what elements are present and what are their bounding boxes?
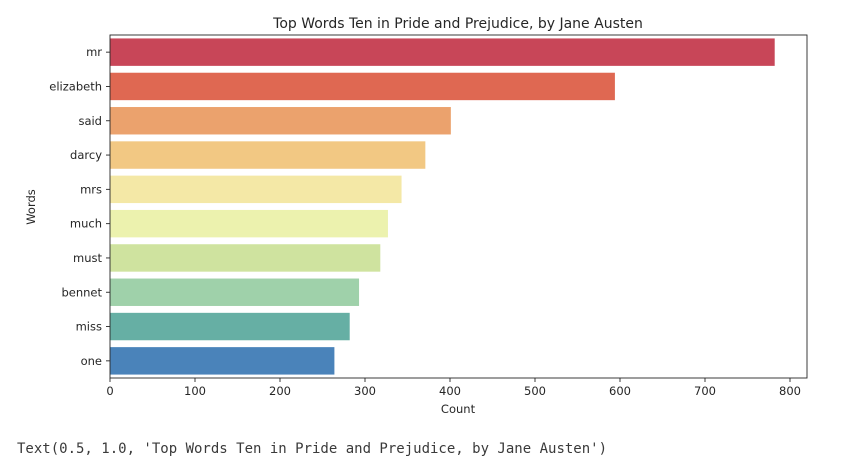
y-tick-label-much: much: [70, 217, 102, 231]
x-tick-label-400: 400: [439, 384, 461, 398]
y-tick-label-mrs: mrs: [80, 182, 102, 196]
y-tick-label-must: must: [73, 251, 102, 265]
y-tick-label-darcy: darcy: [70, 148, 102, 162]
y-tick-label-miss: miss: [76, 320, 102, 334]
x-axis-label: Count: [441, 402, 476, 416]
y-tick-label-elizabeth: elizabeth: [49, 79, 102, 93]
bar-bennet: [110, 278, 360, 306]
bar-darcy: [110, 141, 426, 169]
bar-much: [110, 209, 388, 238]
bar-elizabeth: [110, 72, 615, 101]
bar-miss: [110, 312, 350, 341]
plot-frame: [109, 34, 808, 379]
x-tick-label-0: 0: [106, 384, 113, 398]
x-tick-label-500: 500: [524, 384, 546, 398]
y-axis-label: Words: [24, 189, 38, 225]
x-tick-label-200: 200: [269, 384, 291, 398]
y-tick-label-said: said: [78, 114, 102, 128]
bar-said: [110, 107, 451, 135]
y-tick-label-bennet: bennet: [61, 285, 102, 299]
cell-output-text: Text(0.5, 1.0, 'Top Words Ten in Pride a…: [17, 441, 608, 457]
x-tick-label-800: 800: [779, 384, 801, 398]
y-tick-label-mr: mr: [86, 45, 102, 59]
x-tick-label-300: 300: [354, 384, 376, 398]
x-tick-label-100: 100: [184, 384, 206, 398]
x-tick-label-700: 700: [694, 384, 716, 398]
x-axis: 0 100 200 300 400 500 600 700 800: [106, 378, 801, 398]
bar-must: [110, 244, 381, 272]
bars-layer: [110, 38, 775, 375]
chart-svg: Top Words Ten in Pride and Prejudice, by…: [24, 16, 808, 416]
y-axis: mr elizabeth said darcy mrs much must bennet mis…: [49, 45, 110, 368]
bar-mrs: [110, 175, 402, 204]
bar-mr: [110, 38, 775, 66]
chart-title: Top Words Ten in Pride and Prejudice, by…: [272, 16, 643, 32]
y-tick-label-one: one: [81, 354, 102, 368]
x-tick-label-600: 600: [609, 384, 631, 398]
bar-one: [110, 347, 335, 375]
bar-chart: Top Words Ten in Pride and Prejudice, by…: [24, 16, 808, 416]
